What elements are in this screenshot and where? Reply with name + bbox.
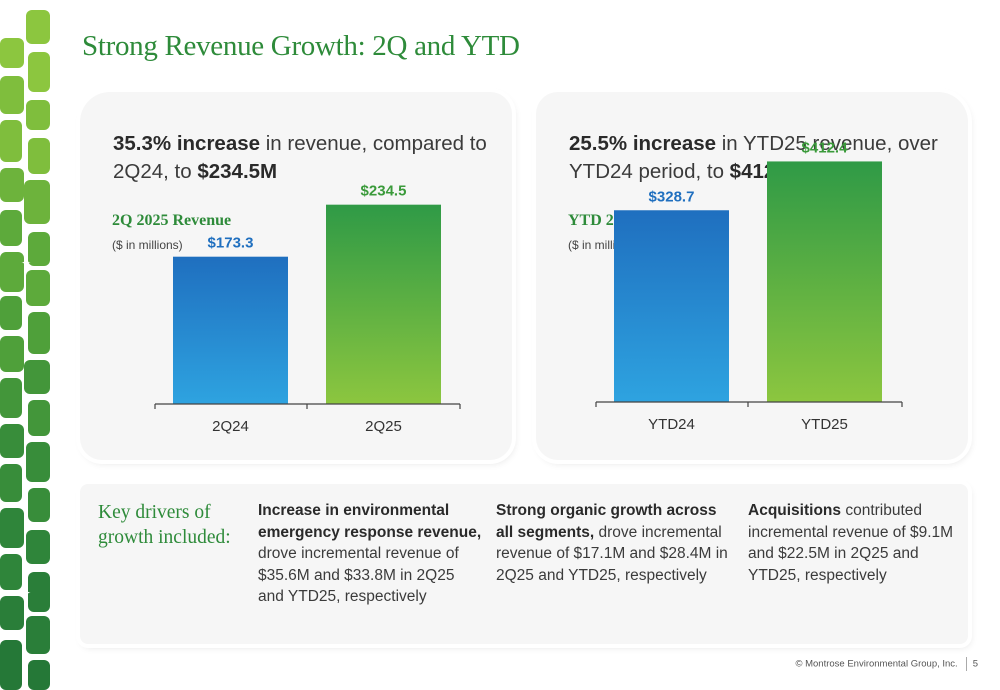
category-label: YTD25 xyxy=(801,416,848,433)
strip-block xyxy=(28,488,50,522)
strip-block xyxy=(26,616,50,654)
strip-block xyxy=(28,400,50,436)
strip-block xyxy=(0,38,24,68)
strip-block xyxy=(26,100,50,130)
strip-block xyxy=(0,210,22,246)
category-label: 2Q25 xyxy=(365,418,402,435)
category-label: 2Q24 xyxy=(212,418,249,435)
page-number: 5 xyxy=(972,658,978,670)
driver-text: drove incremental revenue of $35.6M and … xyxy=(258,545,459,605)
footer: © Montrose Environmental Group, Inc. 5 xyxy=(795,657,978,671)
strip-block xyxy=(28,572,50,612)
driver-text: contributed incremental revenue of $9.1M… xyxy=(748,502,954,584)
strip-block xyxy=(26,270,50,306)
decorative-left-strip: ✦ ✦ xyxy=(0,0,52,690)
data-label: $173.3 xyxy=(208,235,254,252)
driver-bold: Increase in environmental emergency resp… xyxy=(258,502,482,541)
driver-bold: Acquisitions xyxy=(748,502,842,519)
driver-item: Strong organic growth across all segment… xyxy=(496,500,728,586)
headline-highlight: 25.5% increase xyxy=(569,132,717,155)
strip-block xyxy=(0,252,24,292)
strip-block xyxy=(0,640,22,690)
headline-text: in revenue, compared to 2Q24, to xyxy=(113,132,487,183)
strip-block xyxy=(0,120,22,162)
data-label: $328.7 xyxy=(649,188,695,205)
decorative-pattern: ✦ ✦ xyxy=(0,0,52,690)
strip-block xyxy=(28,52,50,92)
key-drivers-card: Key drivers of growth included: Increase… xyxy=(80,484,968,644)
strip-block xyxy=(0,0,22,32)
strip-block xyxy=(0,596,24,630)
driver-bold: Strong organic growth across all segment… xyxy=(496,502,717,541)
bar-chart-ytd: $328.7 YTD24 $412.4 YTD25 xyxy=(595,139,903,433)
strip-block xyxy=(24,360,50,394)
page-title: Strong Revenue Growth: 2Q and YTD xyxy=(82,30,520,62)
strip-block xyxy=(28,312,50,354)
card-headline: 35.3% increase in revenue, compared to 2… xyxy=(113,130,493,186)
strip-block xyxy=(0,508,24,548)
strip-block xyxy=(0,336,24,372)
headline-amount: $234.5M xyxy=(197,160,278,183)
strip-block xyxy=(28,232,50,266)
strip-block xyxy=(0,76,24,114)
bar-chart-2q: $173.3 2Q24 $234.5 2Q25 xyxy=(154,183,461,435)
copyright: © Montrose Environmental Group, Inc. xyxy=(795,658,958,670)
strip-block xyxy=(0,464,22,502)
chart-title: 2Q 2025 Revenue xyxy=(112,212,232,229)
footer-divider xyxy=(965,657,967,671)
strip-block xyxy=(26,10,50,44)
strip-block xyxy=(26,530,50,564)
revenue-ytd-card: 25.5% increase in YTD25 revenue, over YT… xyxy=(536,92,968,460)
strip-block xyxy=(28,138,50,174)
data-label: $234.5 xyxy=(361,183,407,200)
headline-text: in YTD25 revenue, over YTD24 period, to xyxy=(569,132,938,183)
strip-block xyxy=(0,296,22,330)
strip-block xyxy=(0,378,22,418)
revenue-2q-card: 35.3% increase in revenue, compared to 2… xyxy=(80,92,512,460)
category-label: YTD24 xyxy=(648,416,695,433)
strip-block xyxy=(28,660,50,690)
driver-item: Increase in environmental emergency resp… xyxy=(258,500,483,608)
sparkle-icon: ✦ xyxy=(21,586,32,600)
chart-units: ($ in millions) xyxy=(112,238,183,252)
drivers-heading: Key drivers of growth included: xyxy=(98,502,231,548)
headline-highlight: 35.3% increase xyxy=(113,132,261,155)
driver-text: drove incremental revenue of $17.1M and … xyxy=(496,523,728,584)
strip-block xyxy=(0,554,22,590)
strip-block xyxy=(0,424,24,458)
bar-ytd25 xyxy=(767,161,882,402)
strip-block xyxy=(26,442,50,482)
sparkle-icon: ✦ xyxy=(21,256,32,270)
driver-item: Acquisitions contributed incremental rev… xyxy=(748,500,958,586)
bar-ytd24 xyxy=(614,210,729,402)
bar-2q25 xyxy=(326,204,441,404)
strip-block xyxy=(24,180,50,224)
strip-block xyxy=(0,168,24,202)
data-label: $412.4 xyxy=(802,139,849,156)
bar-2q24 xyxy=(173,256,288,404)
